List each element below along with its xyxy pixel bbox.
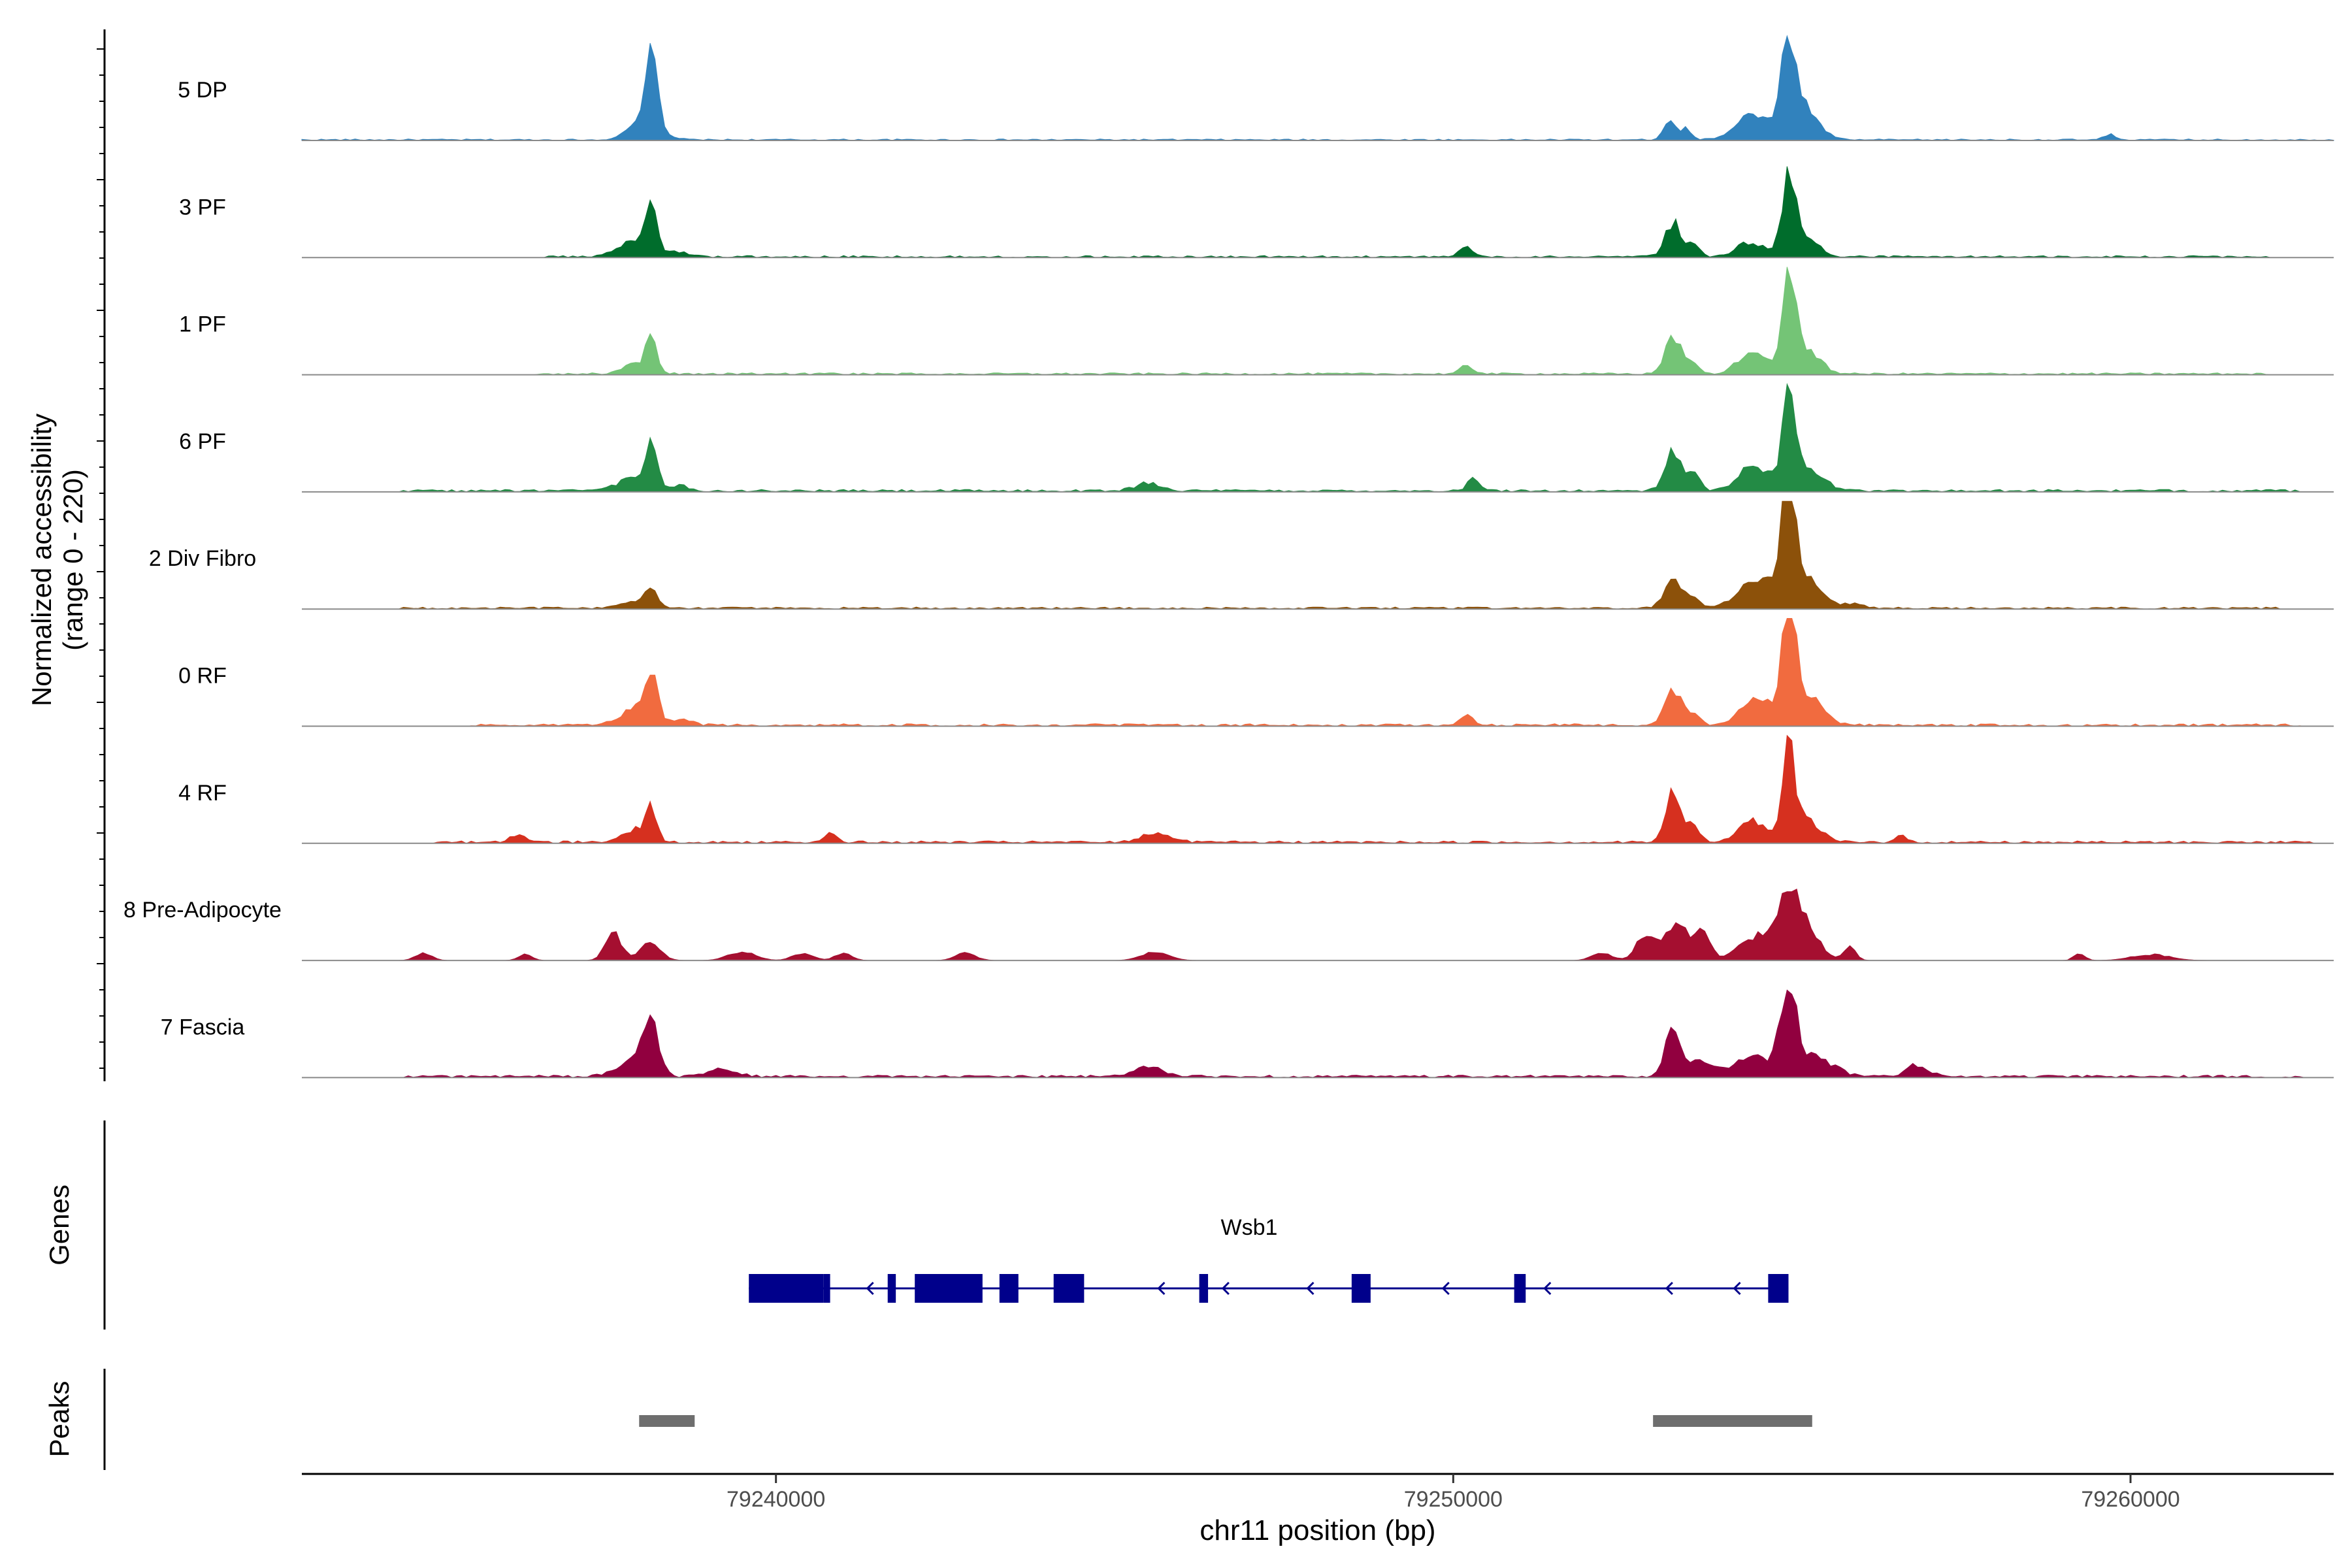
coverage-y-label-line1: Normalized accessibility [26,414,57,706]
coverage-area-1 [302,166,2334,258]
track-label-7: 8 Pre-Adipocyte [123,898,282,923]
peak-region [639,1415,695,1427]
track-label-8: 7 Fascia [161,1015,245,1039]
gene-exon [823,1274,830,1303]
peak-region [1653,1415,1812,1427]
coverage-area-5 [302,618,2334,727]
gene-exon [915,1274,983,1303]
track-4: 2 Div Fibro [149,500,2334,610]
track-5: 0 RF [178,618,2334,727]
track-3: 6 PF [179,383,2334,493]
gene-exon [1053,1274,1085,1303]
strand-arrow [866,1281,874,1296]
track-label-5: 0 RF [178,664,227,689]
track-label-1: 3 PF [179,195,226,220]
coverage-area-4 [302,500,2334,610]
coverage-area-3 [302,383,2334,493]
genes-panel-label: Genes [44,1184,74,1266]
gene-exon [1351,1274,1371,1303]
peaks-panel-label: Peaks [44,1381,74,1458]
x-tick-label: 79260000 [2081,1487,2180,1512]
track-2: 1 PF [179,267,2334,376]
strand-arrow [1157,1281,1166,1296]
strand-arrow [1543,1281,1552,1296]
coverage-y-ticks [97,48,105,1069]
strand-arrow [1306,1281,1315,1296]
x-tick-label: 79250000 [1404,1487,1503,1512]
gene-exon [999,1274,1019,1303]
x-tick-label: 79240000 [727,1487,825,1512]
track-label-2: 1 PF [179,312,226,337]
x-axis: 79240000 79250000 79260000 [727,1474,2180,1512]
gene-exon [749,1274,824,1303]
track-label-4: 2 Div Fibro [149,546,256,571]
coverage-area-6 [302,734,2334,844]
track-label-3: 6 PF [179,429,226,454]
coverage-area-2 [302,267,2334,376]
gene-name-label: Wsb1 [1221,1215,1278,1240]
x-axis-title: chr11 position (bp) [1200,1514,1435,1546]
gene-exon [1514,1274,1526,1303]
strand-arrow [1733,1281,1741,1296]
peak-track [639,1415,1812,1427]
gene-track: Wsb1 [749,1215,1789,1303]
gene-exon [887,1274,896,1303]
gene-exon [1199,1274,1209,1303]
track-7: 8 Pre-Adipocyte [123,889,2334,962]
track-label-0: 5 DP [178,78,227,103]
gene-exon [1768,1274,1789,1303]
coverage-area-8 [302,989,2334,1078]
track-label-6: 4 RF [178,781,227,806]
strand-arrow [1221,1281,1230,1296]
strand-arrow [1665,1281,1673,1296]
track-0: 5 DP [178,35,2334,141]
coverage-tracks: 5 DP 3 PF 1 PF 6 PF 2 Div Fibro 0 RF 4 RF 8 Pre… [123,35,2334,1079]
track-6: 4 RF [178,734,2334,844]
track-1: 3 PF [179,166,2334,259]
coverage-y-label-line2: (range 0 - 220) [57,469,88,651]
strand-arrow [1441,1281,1450,1296]
track-8: 7 Fascia [161,989,2334,1079]
